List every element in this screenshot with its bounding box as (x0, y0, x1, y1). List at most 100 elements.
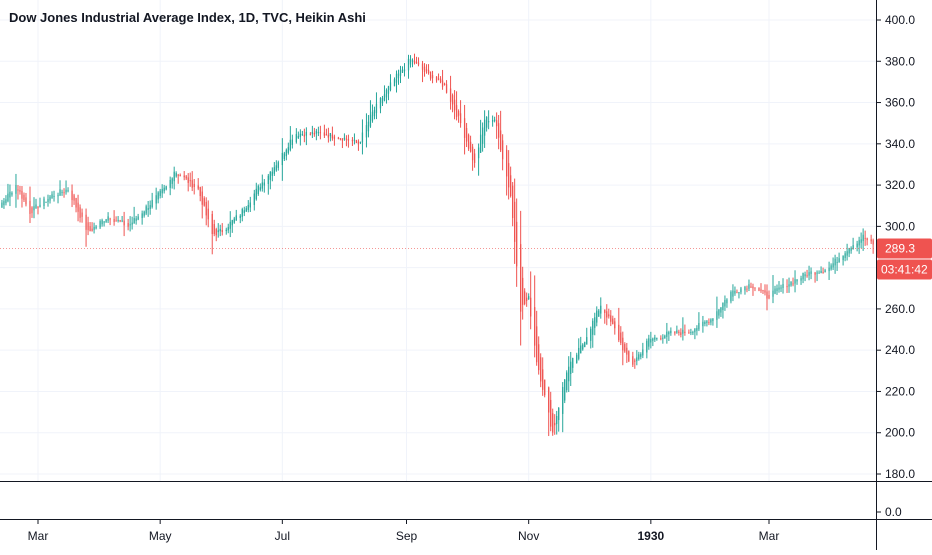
candle-body (824, 270, 826, 273)
candle-body (670, 330, 672, 334)
candle-body (646, 340, 648, 353)
candle-body (71, 190, 73, 201)
candle-body (676, 330, 678, 333)
candle-body (107, 216, 109, 221)
candle-body (618, 324, 620, 341)
candle-body (343, 137, 346, 140)
candle-body (439, 78, 442, 83)
candle-body (752, 286, 754, 289)
candle-body (650, 339, 652, 343)
candle-body (473, 153, 476, 163)
candle-body (734, 290, 736, 294)
candle-body (674, 332, 676, 334)
candle-body (395, 73, 398, 83)
candle-body (133, 218, 135, 224)
candle-body (495, 120, 498, 127)
candle-body (804, 274, 806, 277)
candle-body (373, 110, 376, 117)
candle-body (501, 140, 504, 160)
candle-body (145, 206, 147, 214)
candle-body (287, 147, 289, 153)
candle-body (23, 194, 25, 201)
candle-body (782, 284, 784, 289)
candle-body (702, 321, 704, 327)
candle-body (261, 182, 263, 189)
candle-body (806, 275, 808, 277)
candle-body (201, 191, 203, 205)
candle-body (283, 153, 285, 159)
candle-body (870, 239, 872, 242)
candle-body (680, 332, 682, 335)
candle-body (499, 130, 502, 151)
candle-body (239, 215, 241, 218)
chart-title: Dow Jones Industrial Average Index, 1D, … (9, 10, 366, 25)
candle-body (718, 309, 720, 316)
candle-body (596, 310, 598, 323)
candle-body (161, 189, 163, 194)
countdown-label: 03:41:42 (881, 262, 928, 276)
candle-body (622, 337, 624, 351)
candle-body (151, 199, 153, 208)
candle-body (483, 119, 486, 136)
candle-body (814, 272, 816, 275)
candle-body (638, 354, 640, 360)
candle-body (65, 189, 67, 193)
candle-body (850, 247, 852, 251)
candle-body (387, 86, 390, 94)
candle-body (636, 357, 638, 362)
candle-body (275, 165, 277, 171)
last-price-label: 289.3 (885, 241, 915, 255)
candle-body (369, 114, 372, 127)
candle-body (227, 227, 229, 231)
candle-body (241, 209, 243, 217)
y-tick-label: 360.0 (885, 96, 915, 110)
candle-body (325, 134, 328, 136)
candle-body (802, 273, 804, 280)
candle-body (267, 175, 269, 185)
candle-body (147, 208, 149, 210)
candle-body (119, 220, 121, 222)
candle-body (79, 207, 81, 218)
candle-body (612, 318, 614, 325)
candle-body (704, 321, 706, 324)
candle-body (179, 175, 181, 177)
candle-body (205, 201, 207, 216)
candle-body (788, 284, 790, 287)
candle-body (760, 289, 762, 291)
candle-body (15, 185, 17, 194)
candle-body (169, 179, 171, 188)
candle-body (367, 121, 370, 132)
candle-body (295, 134, 297, 143)
candle-body (485, 117, 488, 128)
candle-body (351, 139, 354, 142)
candle-body (77, 202, 79, 212)
candle-body (403, 69, 406, 72)
last-price-badge (877, 238, 932, 259)
candle-body (219, 228, 221, 232)
candle-body (399, 69, 402, 76)
candle-body (830, 265, 832, 270)
candle-body (49, 196, 51, 201)
candle-body (93, 226, 95, 230)
candle-body (409, 58, 412, 65)
countdown-badge (877, 259, 932, 280)
candle-body (357, 141, 360, 145)
candle-body (7, 193, 9, 202)
y-tick-label: 400.0 (885, 13, 915, 27)
candles-layer (1, 53, 874, 437)
candle-body (656, 338, 658, 340)
candle-body (345, 138, 348, 140)
candle-body (816, 272, 818, 274)
candle-body (213, 224, 215, 234)
candle-body (341, 138, 344, 141)
candle-body (746, 288, 748, 290)
candle-body (39, 204, 41, 208)
candle-body (822, 271, 824, 273)
candle-body (864, 237, 866, 239)
candle-body (578, 347, 580, 359)
candle-body (43, 198, 45, 207)
candle-body (413, 60, 416, 64)
candle-body (664, 335, 666, 339)
